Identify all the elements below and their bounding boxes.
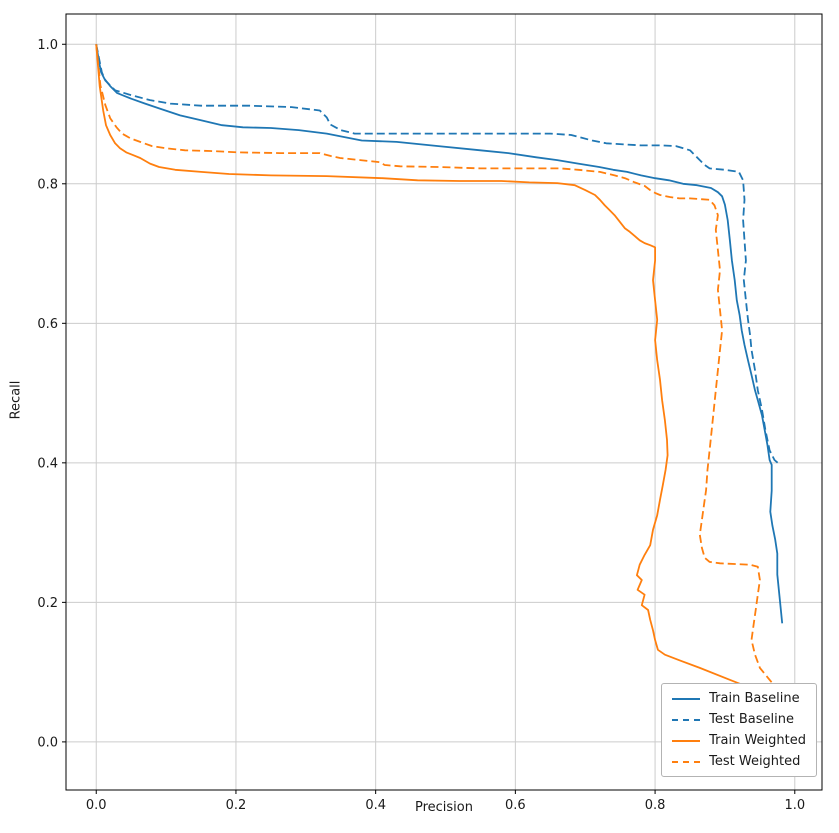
x-tick-label: 0.0 — [86, 798, 107, 813]
legend-item: Test Weighted — [672, 754, 806, 769]
legend: Train Baseline Test Baseline Train Weigh… — [661, 683, 817, 777]
legend-label: Test Baseline — [709, 712, 794, 727]
y-tick-label: 0.2 — [37, 596, 58, 611]
x-tick-label: 0.4 — [365, 798, 386, 813]
legend-label: Train Weighted — [709, 733, 806, 748]
y-tick-label: 1.0 — [37, 38, 58, 53]
x-tick-label: 0.8 — [645, 798, 666, 813]
x-tick-label: 0.2 — [226, 798, 247, 813]
legend-line-sample-icon — [672, 718, 701, 721]
y-tick-label: 0.8 — [37, 177, 58, 192]
legend-item: Test Baseline — [672, 712, 806, 727]
axes-spine — [65, 13, 823, 791]
y-axis-label: Recall — [8, 380, 24, 420]
legend-line-sample-icon — [672, 697, 701, 700]
y-tick-label: 0.0 — [37, 735, 58, 750]
y-tick-label: 0.4 — [37, 456, 58, 471]
series-line-train-baseline — [95, 44, 784, 624]
x-axis-label: Precision — [414, 800, 473, 815]
legend-line-sample-icon — [672, 760, 701, 763]
x-tick-label: 0.6 — [505, 798, 526, 813]
series-line-test-weighted — [95, 44, 793, 706]
legend-item: Train Baseline — [672, 691, 806, 706]
series-line-train-weighted — [95, 44, 792, 710]
x-tick-label: 1.0 — [784, 798, 805, 813]
legend-label: Train Baseline — [709, 691, 800, 706]
legend-item: Train Weighted — [672, 733, 806, 748]
series-line-test-baseline — [95, 44, 780, 465]
legend-label: Test Weighted — [709, 754, 801, 769]
legend-line-sample-icon — [672, 739, 701, 742]
y-tick-label: 0.6 — [37, 317, 58, 332]
